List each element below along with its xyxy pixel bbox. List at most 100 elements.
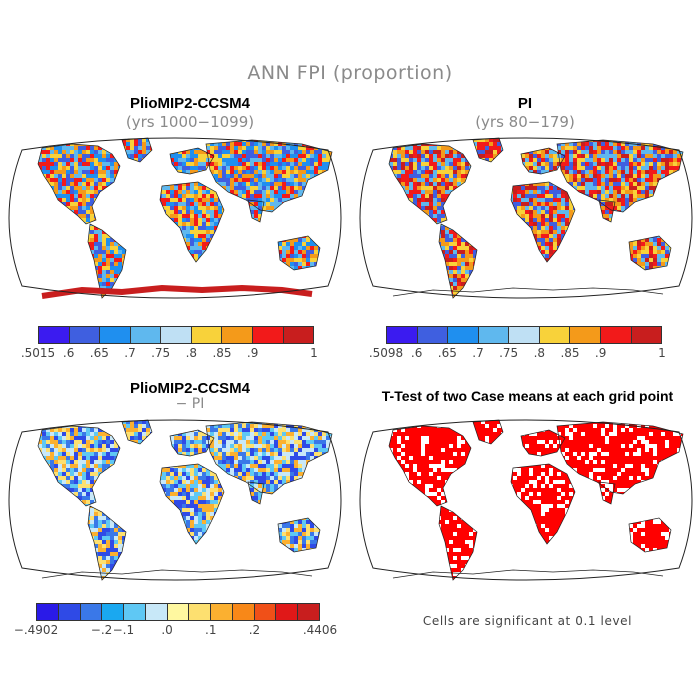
colorbar-pliomip2-tick-label: 1 — [310, 346, 318, 360]
colorbar-pliomip2-tick-label: .9 — [246, 346, 259, 360]
panel-title-diff: PlioMIP2-CCSM4 — [129, 380, 250, 397]
figure-title: ANN FPI (proportion) — [247, 62, 453, 84]
coastline — [598, 481, 616, 505]
map-projection-outline — [359, 419, 693, 581]
colorbar-pi-swatch — [539, 327, 571, 343]
coastline — [277, 517, 321, 553]
colorbar-pliomip2-swatch — [39, 327, 70, 343]
colorbar-difference-ticks: −.4902 −.2 −.1 .0 .1 .2 .4406 — [14, 623, 337, 639]
colorbar-difference-tick-label: .0 — [161, 623, 173, 637]
coastline — [205, 139, 333, 213]
colorbar-difference-swatch — [58, 604, 81, 620]
coastline — [37, 425, 121, 507]
colorbar-difference-swatch — [167, 604, 190, 620]
coastline — [520, 147, 566, 175]
colorbar-pi — [386, 326, 662, 344]
colorbar-pliomip2-tick-label: .85 — [212, 346, 232, 360]
colorbar-pi-swatch — [448, 327, 479, 343]
colorbar-difference-swatch — [37, 604, 59, 620]
coastline — [510, 463, 576, 545]
colorbar-difference-swatch — [189, 604, 212, 620]
antarctica-coast — [392, 287, 664, 297]
colorbar-pliomip2-swatch — [161, 327, 192, 343]
map-difference — [8, 419, 342, 581]
land-field — [38, 138, 332, 298]
colorbar-pi-tick-label: .7 — [472, 346, 484, 360]
coastline — [87, 223, 127, 299]
coastline — [598, 199, 616, 223]
colorbar-pi-swatch — [631, 327, 662, 343]
colorbar-difference-tick-label: −.4902 — [13, 623, 59, 637]
coastline — [247, 481, 265, 505]
antarctica-coast — [392, 569, 664, 579]
colorbar-pi-ticks: .5098 .6 .65 .7 .75 .8 .85 .9 1 — [369, 346, 666, 362]
colorbar-pliomip2-tick-label: .7 — [124, 346, 136, 360]
coastline — [556, 421, 684, 495]
colorbar-difference-swatch — [102, 604, 125, 620]
coastline — [37, 143, 121, 225]
colorbar-pi-swatch — [417, 327, 449, 343]
colorbar-difference-swatch — [80, 604, 103, 620]
coastline — [205, 421, 333, 495]
colorbar-pi-swatch — [600, 327, 632, 343]
colorbar-difference-tick-label: .4406 — [302, 623, 338, 637]
colorbar-pi-tick-label: .75 — [499, 346, 519, 360]
colorbar-pi-swatch — [509, 327, 540, 343]
colorbar-pliomip2-tick-label: .6 — [62, 346, 75, 360]
antarctica-coast — [41, 569, 313, 579]
map-pi — [359, 137, 693, 299]
colorbar-pi-tick-label: .85 — [560, 346, 580, 360]
coastline — [556, 139, 684, 213]
coastline — [628, 517, 672, 553]
colorbar-difference-tick-label: .1 — [205, 623, 217, 637]
panel-subtitle-pliomip2: (yrs 1000−1099) — [125, 113, 255, 131]
colorbar-pliomip2 — [38, 326, 314, 344]
colorbar-difference-swatch — [124, 604, 146, 620]
coastline — [438, 505, 478, 581]
map-projection-outline — [8, 419, 342, 581]
colorbar-pliomip2-swatch — [69, 327, 101, 343]
colorbar-difference-swatch — [254, 604, 277, 620]
land-field — [389, 420, 683, 580]
colorbar-pliomip2-tick-label: .75 — [151, 346, 171, 360]
colorbar-difference-tick-label: −.1 — [112, 623, 135, 637]
colorbar-pi-tick-label: .6 — [410, 346, 423, 360]
coastline — [277, 235, 321, 271]
colorbar-pliomip2-tick-label: .5015 — [20, 346, 56, 360]
colorbar-difference-swatch — [276, 604, 299, 620]
colorbar-pliomip2-swatch — [252, 327, 284, 343]
coastline — [247, 199, 265, 223]
map-pliomip2 — [8, 137, 342, 299]
coastline — [159, 463, 225, 545]
significance-note: Cells are significant at 0.1 level — [422, 614, 633, 628]
colorbar-difference-tick-label: −.2 — [90, 623, 113, 637]
coastline — [87, 505, 127, 581]
map-projection-outline — [8, 137, 342, 299]
coastline — [169, 147, 215, 175]
colorbar-pliomip2-ticks: .5015 .6 .65 .7 .75 .8 .85 .9 1 — [21, 346, 318, 362]
colorbar-difference-swatch — [145, 604, 168, 620]
land-field — [38, 420, 332, 580]
antarctica-coast — [41, 284, 313, 299]
colorbar-pi-tick-label: .8 — [533, 346, 546, 360]
coastline — [628, 235, 672, 271]
colorbar-pi-swatch — [478, 327, 510, 343]
coastline — [510, 181, 576, 263]
coastline — [159, 181, 225, 263]
colorbar-pliomip2-tick-label: .65 — [89, 346, 109, 360]
panel-subtitle-pi: (yrs 80−179) — [475, 113, 575, 131]
land-field — [389, 138, 683, 298]
colorbar-difference-swatch — [211, 604, 233, 620]
coastline — [388, 143, 472, 225]
colorbar-pi-swatch — [570, 327, 601, 343]
colorbar-pi-tick-label: .5098 — [368, 346, 404, 360]
colorbar-pi-tick-label: 1 — [658, 346, 666, 360]
map-projection-outline — [359, 137, 693, 299]
colorbar-pliomip2-tick-label: .8 — [185, 346, 198, 360]
panel-title-ttest: T-Test of two Case means at each grid po… — [381, 388, 674, 404]
colorbar-difference — [36, 603, 320, 621]
colorbar-pliomip2-swatch — [191, 327, 223, 343]
colorbar-pi-swatch — [387, 327, 418, 343]
colorbar-difference-swatch — [298, 604, 319, 620]
coastline — [520, 429, 566, 457]
